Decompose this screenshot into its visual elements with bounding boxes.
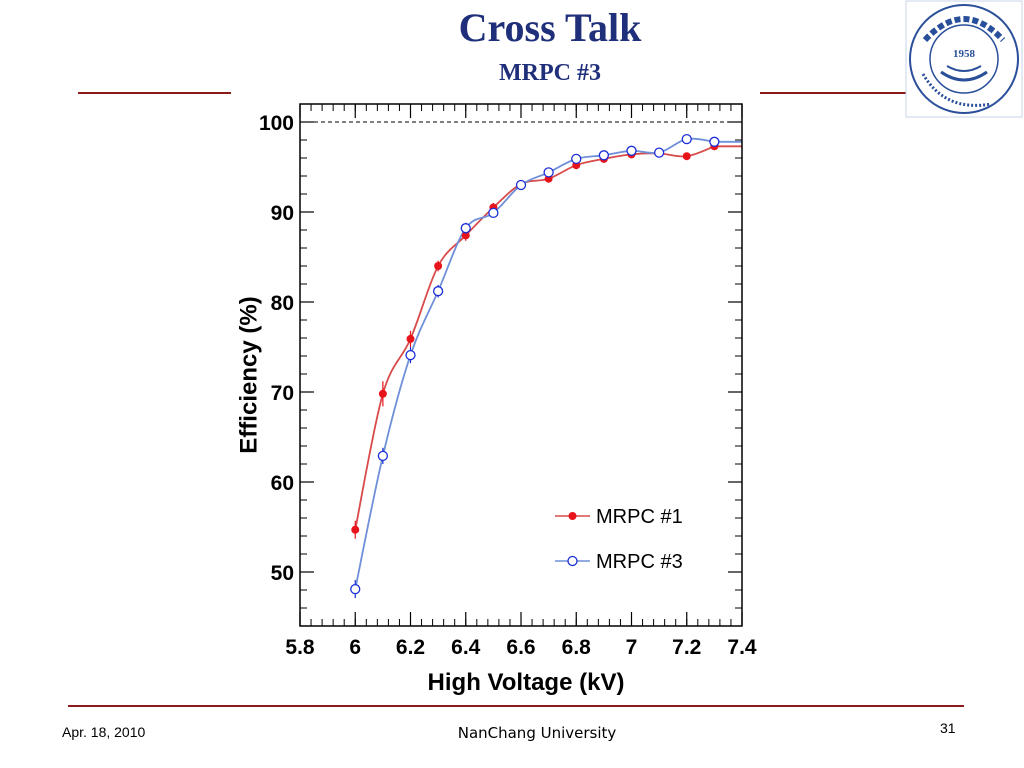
data-point-mrpc1 bbox=[434, 262, 443, 270]
data-point-mrpc1 bbox=[378, 389, 387, 398]
university-seal-icon: 1958 bbox=[905, 0, 1023, 118]
x-tick-label: 7 bbox=[626, 636, 638, 659]
y-tick-label: 100 bbox=[259, 112, 294, 135]
footer-divider bbox=[68, 705, 964, 707]
y-tick-label: 90 bbox=[271, 202, 294, 225]
x-tick-label: 5.8 bbox=[285, 636, 315, 659]
data-point-mrpc1 bbox=[682, 152, 691, 161]
y-tick-label: 50 bbox=[271, 562, 294, 585]
data-point-mrpc3 bbox=[598, 150, 610, 161]
y-tick-label: 80 bbox=[271, 292, 294, 315]
x-tick-label: 6.2 bbox=[396, 636, 425, 659]
slide-subtitle: MRPC #3 bbox=[499, 60, 601, 86]
logo-year: 1958 bbox=[953, 48, 976, 60]
x-tick-label: 7.4 bbox=[727, 636, 757, 659]
data-point-mrpc1 bbox=[351, 525, 360, 534]
data-point-mrpc3 bbox=[626, 145, 637, 156]
legend-label-mrpc3: MRPC #3 bbox=[596, 551, 683, 573]
data-point-mrpc3 bbox=[350, 583, 361, 595]
page-number: 31 bbox=[940, 720, 956, 736]
legend: MRPC #1 MRPC #3 bbox=[555, 506, 683, 573]
x-tick-label: 6 bbox=[349, 636, 361, 659]
x-axis-label: High Voltage (kV) bbox=[428, 669, 625, 696]
title-divider-left bbox=[78, 92, 231, 94]
legend-marker-mrpc3 bbox=[567, 555, 578, 567]
data-point-mrpc3 bbox=[432, 286, 444, 297]
footer-date: Apr. 18, 2010 bbox=[62, 724, 146, 740]
y-tick-label: 60 bbox=[271, 472, 294, 495]
data-point-mrpc3 bbox=[653, 147, 665, 158]
title-divider-right bbox=[760, 92, 906, 94]
efficiency-chart: 5.8 6 6.2 6.4 6.6 6.8 7 7.2 7.4 50 60 70 80 90 100 Hig… bbox=[230, 94, 760, 702]
data-point-mrpc1 bbox=[461, 231, 470, 240]
x-tick-label: 6.8 bbox=[562, 636, 592, 659]
data-point-mrpc1 bbox=[406, 334, 415, 343]
x-tick-label: 6.6 bbox=[506, 636, 535, 659]
x-tick-label: 6.4 bbox=[451, 636, 481, 659]
y-axis-label: Efficiency (%) bbox=[235, 296, 262, 453]
chart-background bbox=[230, 94, 760, 702]
y-tick-label: 70 bbox=[271, 382, 294, 405]
slide-title: Cross Talk bbox=[458, 5, 642, 50]
footer-institution: NanChang University bbox=[457, 724, 617, 742]
legend-label-mrpc1: MRPC #1 bbox=[596, 506, 683, 528]
data-point-mrpc3 bbox=[681, 133, 692, 145]
data-point-mrpc3 bbox=[488, 207, 499, 219]
legend-marker-mrpc1 bbox=[568, 512, 577, 520]
data-point-mrpc3 bbox=[460, 223, 471, 234]
data-point-mrpc3 bbox=[543, 167, 554, 178]
data-point-mrpc3 bbox=[515, 179, 527, 191]
x-tick-label: 7.2 bbox=[672, 636, 701, 659]
data-point-mrpc3 bbox=[377, 450, 389, 462]
data-point-mrpc3 bbox=[405, 349, 416, 361]
data-point-mrpc3 bbox=[571, 153, 582, 165]
data-point-mrpc3 bbox=[709, 136, 720, 147]
